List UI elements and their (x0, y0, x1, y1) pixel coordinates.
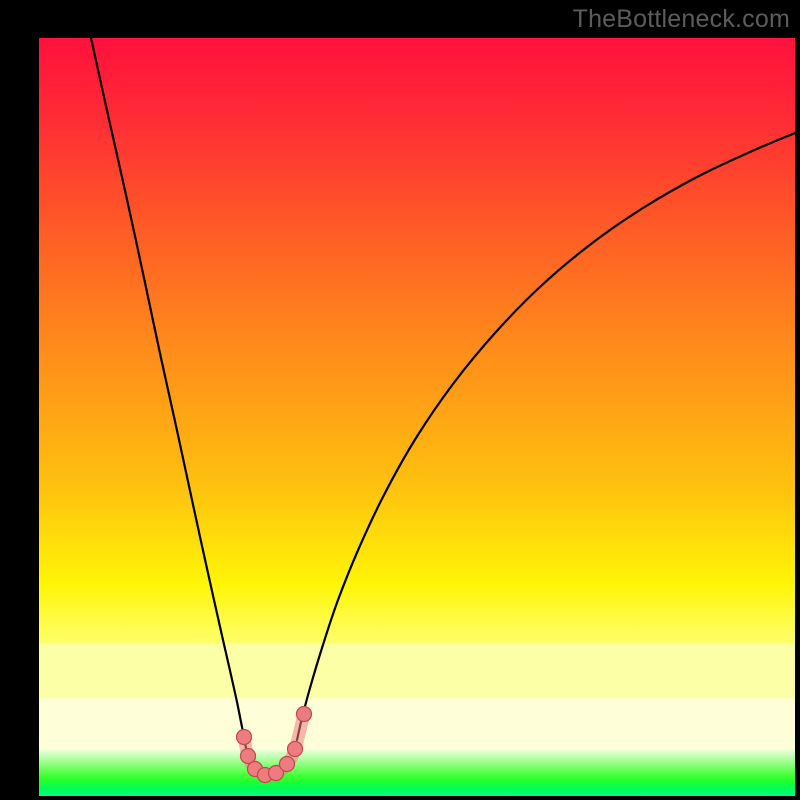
gradient-background (39, 38, 795, 796)
chart-svg (39, 38, 795, 796)
marker-dot (280, 757, 295, 772)
marker-dot (297, 707, 312, 722)
plot-area (39, 38, 795, 796)
marker-dot (237, 730, 252, 745)
watermark-text: TheBottleneck.com (573, 5, 790, 34)
marker-dot (288, 742, 303, 757)
